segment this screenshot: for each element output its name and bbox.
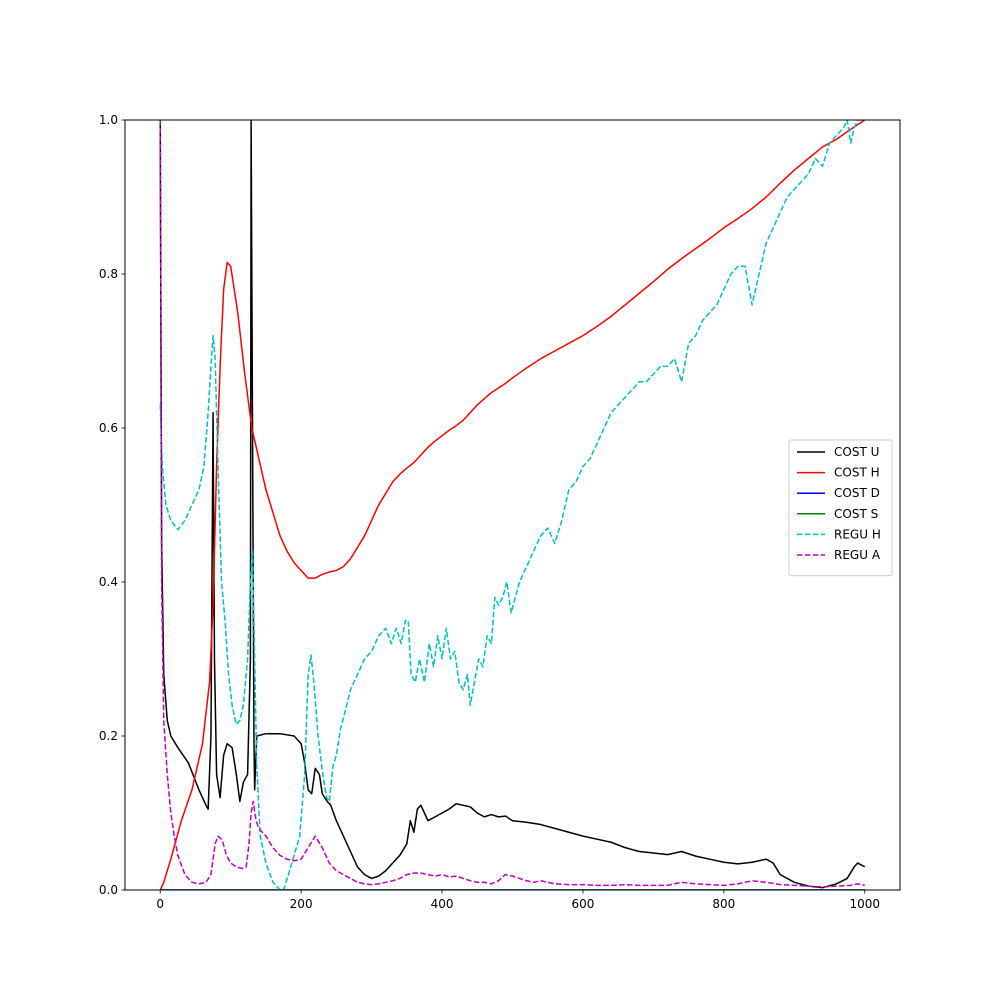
y-tick-label: 0.4 xyxy=(99,575,118,589)
x-tick-label: 600 xyxy=(572,897,595,911)
series-line-regu-h xyxy=(159,120,865,890)
legend-label: COST U xyxy=(834,445,879,459)
x-tick-label: 800 xyxy=(712,897,735,911)
legend-box xyxy=(788,439,893,577)
x-tick-label: 1000 xyxy=(849,897,880,911)
y-tick-label: 0.0 xyxy=(99,883,118,897)
plot-frame xyxy=(124,119,901,891)
legend-label: REGU A xyxy=(834,548,881,562)
series-line-regu-a xyxy=(159,120,865,888)
y-tick-label: 0.8 xyxy=(99,267,118,281)
x-tick-label: 0 xyxy=(156,897,164,911)
y-tick-label: 0.2 xyxy=(99,729,118,743)
y-tick-label: 0.6 xyxy=(99,421,118,435)
legend-label: COST S xyxy=(834,507,878,521)
legend-label: COST H xyxy=(834,466,880,480)
series-line-cost-u xyxy=(159,120,866,889)
axis-layer: 0 200 400 600 800 1000 0.0 0.2 0.4 0.6 0.8 1.0 xyxy=(99,113,880,911)
plot-background xyxy=(125,120,900,890)
series-line-cost-h xyxy=(159,120,866,890)
series-layer xyxy=(159,120,866,890)
legend-label: COST D xyxy=(834,486,880,500)
x-tick-label: 400 xyxy=(431,897,454,911)
x-tick-label: 200 xyxy=(290,897,313,911)
legend: COST U COST H COST D COST S REGU H REGU A xyxy=(788,439,893,577)
legend-label: REGU H xyxy=(834,527,881,541)
y-tick-label: 1.0 xyxy=(99,113,118,127)
